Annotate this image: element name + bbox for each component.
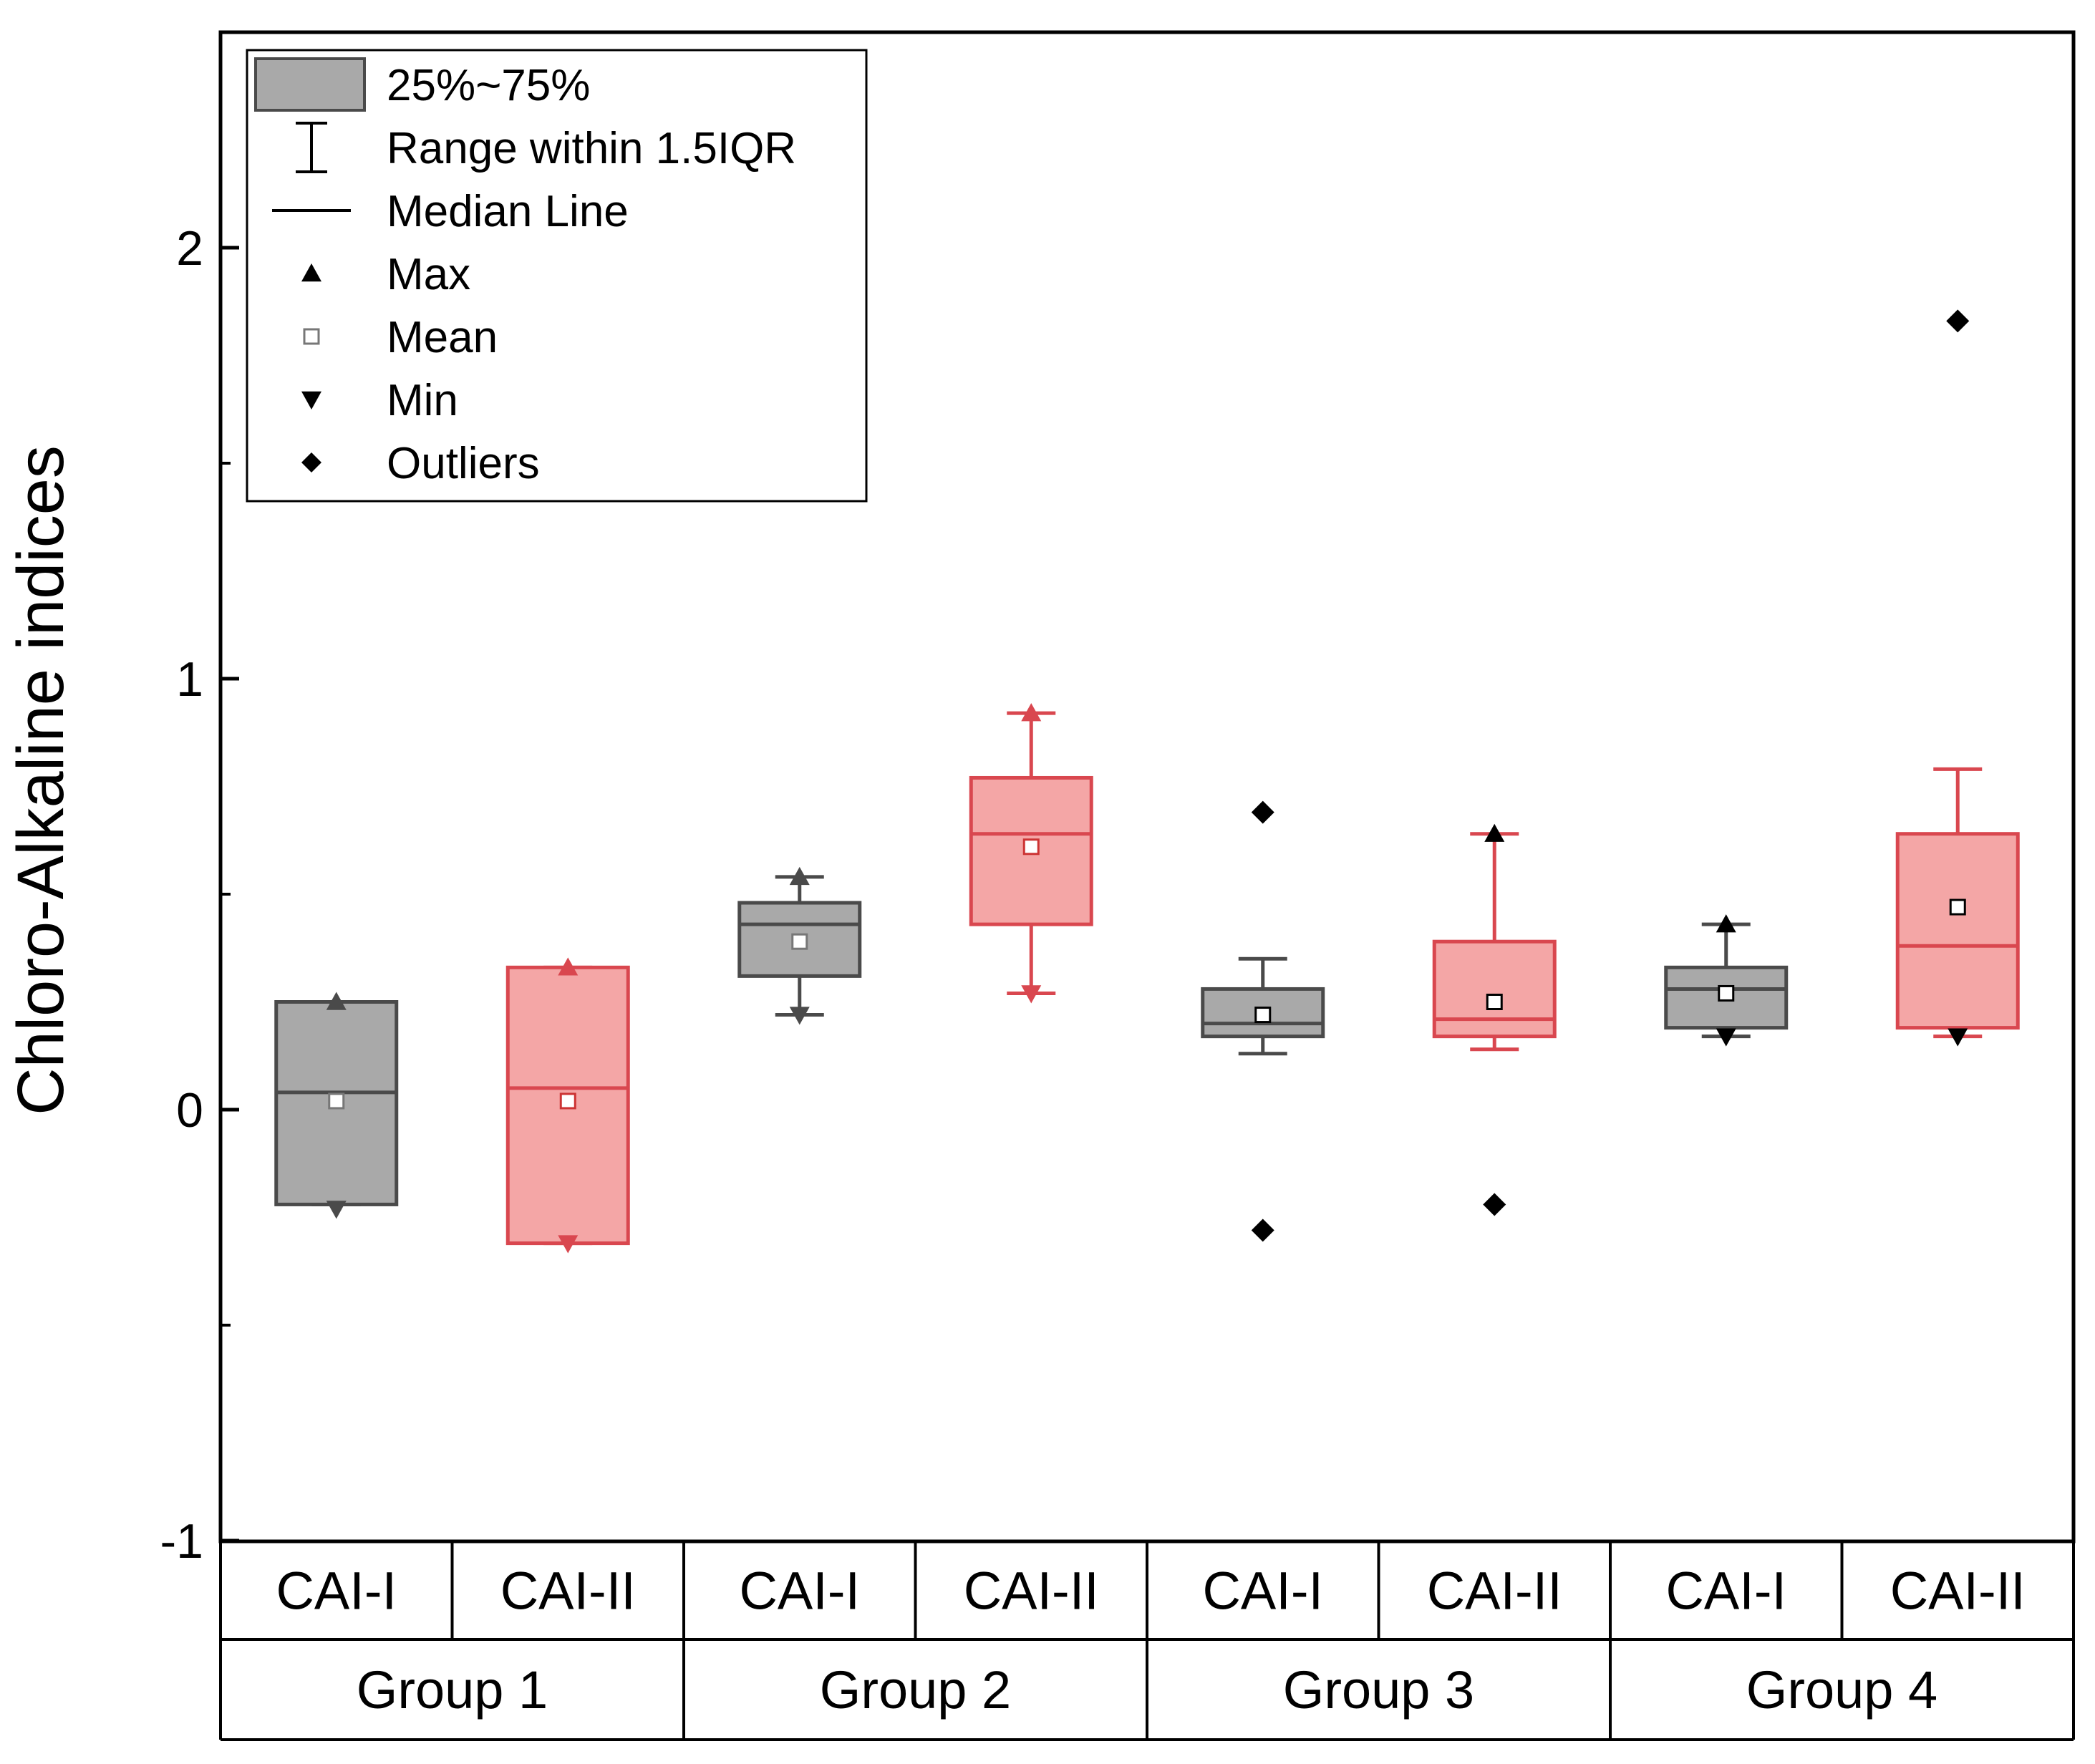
y-tick-label: 1 [176,652,203,707]
mean-marker [1254,1007,1272,1024]
box-group-4-cai-i [1664,914,1789,1047]
legend-min-marker [301,391,321,410]
legend-label: Mean [387,313,498,362]
box-group-1-cai-i [274,992,399,1219]
box-group-4-cai-ii [1895,309,2020,1047]
mean-marker [559,1092,576,1110]
y-axis-label: Chloro-Alkaline indices [4,445,77,1115]
min-marker [789,1007,810,1025]
legend-label: Outliers [387,439,540,488]
mean-marker [1022,838,1040,856]
group-label: Group 4 [1746,1660,1937,1720]
category-label: CAI-I [739,1561,860,1621]
y-tick-label: 2 [176,221,203,276]
legend-label: Range within 1.5IQR [387,124,796,173]
group-label: Group 1 [357,1660,548,1720]
box-group-3-cai-ii [1432,823,1557,1216]
category-label: CAI-I [1202,1561,1323,1621]
group-label: Group 2 [820,1660,1011,1720]
y-tick-label: 0 [176,1083,203,1138]
legend: 25%~75% Range within 1.5IQR Median Line Max… [246,49,868,503]
legend-max-marker [301,263,321,282]
legend-outlier-marker [301,452,321,472]
legend-item-diamond: Outliers [301,439,540,488]
x-axis-categories: CAI-I CAI-II Group 1 CAI-I CAI-II Group 2 CAI-… [219,1541,2075,1741]
min-marker [326,1201,347,1219]
legend-label: Min [387,376,458,425]
iqr-box [1895,832,2020,1030]
legend-item-line: Median Line [272,187,629,236]
outlier-marker [1251,1218,1274,1242]
min-marker [558,1235,579,1254]
max-marker [1484,823,1505,842]
category-label: CAI-II [964,1561,1099,1621]
min-marker [1948,1028,1968,1047]
legend-item-whisker: Range within 1.5IQR [296,122,796,173]
outlier-marker [1483,1193,1506,1216]
category-label: CAI-I [1665,1561,1786,1621]
legend-box-swatch [254,57,366,112]
legend-item-box: 25%~75% [254,57,590,112]
mean-marker [791,933,808,950]
mean-marker [1718,984,1735,1002]
legend-item-triangle-up: Max [301,250,470,299]
legend-item-square-open: Mean [303,313,498,362]
box-series [274,309,2020,1254]
max-marker [1021,703,1042,722]
box-group-3-cai-i [1201,800,1325,1242]
legend-item-triangle-down: Min [301,376,458,425]
category-label: CAI-II [1890,1561,2026,1621]
legend-label: Max [387,250,470,299]
max-marker [1716,914,1736,933]
mean-marker [1486,994,1503,1010]
outlier-marker [1251,800,1274,824]
max-marker [789,866,810,886]
legend-frame [246,49,868,503]
max-marker [326,992,347,1010]
group-label: Group 3 [1283,1660,1474,1720]
min-marker [1021,985,1042,1004]
box-group-2-cai-i [737,866,862,1025]
min-marker [1716,1028,1736,1047]
box-group-2-cai-ii [969,703,1093,1004]
category-label: CAI-II [1427,1561,1562,1621]
legend-mean-marker [303,328,320,345]
y-tick-label: -1 [160,1514,203,1569]
mean-marker [328,1092,345,1110]
legend-label: Median Line [387,187,629,236]
y-axis: -1 0 1 2 [160,31,239,1569]
iqr-box [1432,939,1557,1039]
outlier-marker [1946,309,1970,333]
legend-label: 25%~75% [387,61,590,110]
mean-marker [1949,898,1966,916]
max-marker [558,957,579,976]
category-label: CAI-II [500,1561,636,1621]
box-group-1-cai-ii [505,957,630,1254]
category-label: CAI-I [276,1561,397,1621]
